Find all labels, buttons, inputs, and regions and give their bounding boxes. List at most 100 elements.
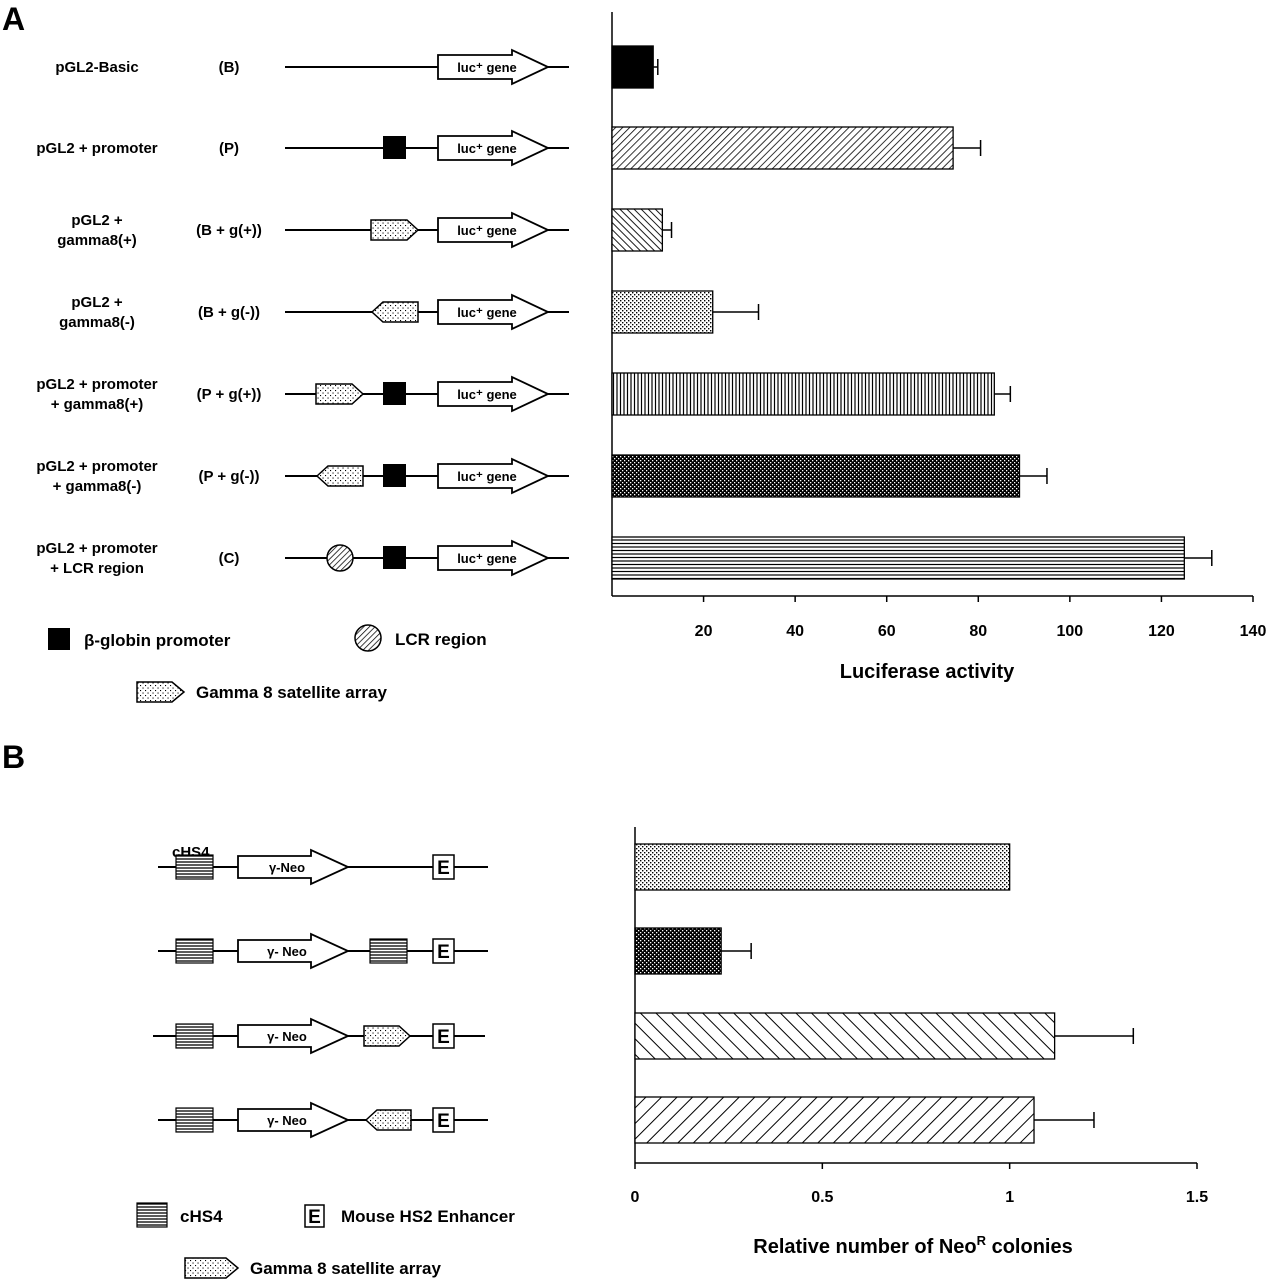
bar-1 [611, 45, 654, 89]
x-tick-label: 0 [631, 1189, 640, 1206]
construct-code: (P + g(-)) [199, 468, 260, 485]
construct-name: + LCR region [50, 560, 144, 577]
lcr-legend-icon [354, 624, 382, 652]
neo-colonies-bar-chart: Relative number of NeoR colonies 0 0.5 1 1.… [631, 827, 1208, 1258]
construct-name: gamma8(+) [57, 232, 137, 249]
gamma-neo-label: γ-Neo [269, 860, 305, 875]
gamma-neo-label: γ- Neo [267, 944, 307, 959]
construct-code: (P) [219, 140, 239, 157]
gamma-neo-arrow [237, 848, 351, 886]
luc-gene-arrow [437, 211, 551, 249]
chart-b-xlabel-main: Relative number of Neo [753, 1236, 976, 1258]
chs4-block [175, 854, 214, 880]
bar-3 [611, 208, 664, 252]
promoter-block [383, 546, 406, 569]
lcr-circle [326, 544, 354, 572]
construct-name: + gamma8(-) [53, 478, 142, 495]
promoter-block [383, 464, 406, 487]
gamma-legend-label-b: Gamma 8 satellite array [250, 1259, 441, 1278]
enhancer-legend-letter: E [308, 1207, 321, 1228]
construct-name: pGL2 + promoter [36, 140, 157, 157]
construct-name: pGL2 + promoter [36, 540, 157, 557]
construct-name: pGL2 + [71, 212, 123, 229]
luc-gene-arrow [437, 293, 551, 331]
x-tick-label: 1.5 [1186, 1189, 1208, 1206]
luc-gene-arrow [437, 129, 551, 167]
chs4-block [175, 1023, 214, 1049]
construct-name: + gamma8(+) [51, 396, 144, 413]
x-tick-label: 1 [1005, 1189, 1014, 1206]
gamma8-forward [363, 1025, 412, 1047]
bar-2 [634, 927, 722, 975]
enhancer-letter: E [437, 942, 450, 963]
construct-name: pGL2 + promoter [36, 376, 157, 393]
gamma8-reverse [364, 1109, 412, 1131]
chart-b-xlabel-sup: R [977, 1233, 987, 1248]
enhancer-letter: E [437, 1111, 450, 1132]
construct-code: (B) [219, 59, 240, 76]
bar-1 [634, 843, 1011, 891]
chart-b-xlabel: Relative number of NeoR colonies [753, 1233, 1072, 1258]
gamma8-forward [370, 219, 420, 241]
gamma-neo-arrow [237, 1017, 351, 1055]
gamma-legend-icon-b [184, 1257, 240, 1279]
x-tick-label: 60 [878, 623, 896, 640]
luc-gene-arrow [437, 457, 551, 495]
gamma-neo-arrow [237, 932, 351, 970]
construct-code: (B + g(+)) [196, 222, 262, 239]
enhancer-box [432, 938, 455, 964]
enhancer-box [432, 854, 455, 880]
bar-4 [611, 290, 714, 334]
gamma-legend-icon [136, 681, 186, 703]
x-tick-label: 80 [969, 623, 987, 640]
gamma8-forward [315, 383, 365, 405]
gamma-neo-label: γ- Neo [267, 1113, 307, 1128]
enhancer-box [432, 1023, 455, 1049]
enhancer-legend-icon [304, 1204, 325, 1228]
panel-b-construct-diagrams: cHS4 γ-Neo Eγ- Neo Eγ- Neo Eγ- Neo E [153, 844, 488, 1139]
bar-7 [611, 536, 1185, 580]
panel-a-letter: A [2, 1, 25, 37]
bar-2 [611, 126, 954, 170]
enhancer-letter: E [437, 858, 450, 879]
lcr-legend-label: LCR region [395, 630, 487, 649]
enhancer-letter: E [437, 1027, 450, 1048]
bar-4 [634, 1096, 1035, 1144]
construct-name: gamma8(-) [59, 314, 135, 331]
construct-name: pGL2 + [71, 294, 123, 311]
luciferase-bar-chart: Luciferase activity 20 40 60 80 100 120 140 [611, 12, 1267, 683]
gamma-neo-arrow [237, 1101, 351, 1139]
construct-code: (C) [219, 550, 240, 567]
luc-gene-label: luc⁺ gene [457, 223, 517, 238]
promoter-legend-icon [48, 628, 70, 650]
gamma8-reverse [315, 465, 364, 487]
bar-5 [611, 372, 995, 416]
panel-a-legend: β-globin promoter LCR region Gamma 8 sat… [48, 624, 487, 703]
x-tick-label: 20 [695, 623, 713, 640]
x-tick-label: 120 [1148, 623, 1175, 640]
enhancer-box [432, 1107, 455, 1133]
construct-name: pGL2 + promoter [36, 458, 157, 475]
chs4-legend-label: cHS4 [180, 1207, 223, 1226]
chs4-legend-icon [136, 1202, 168, 1228]
construct-code: (P + g(+)) [197, 386, 262, 403]
construct-code: (B + g(-)) [198, 304, 260, 321]
x-tick-label: 100 [1057, 623, 1084, 640]
gamma-neo-label: γ- Neo [267, 1029, 307, 1044]
luc-gene-label: luc⁺ gene [457, 387, 517, 402]
x-tick-label: 140 [1240, 623, 1267, 640]
luc-gene-label: luc⁺ gene [457, 469, 517, 484]
panel-b-letter: B [2, 739, 25, 775]
chart-a-xlabel: Luciferase activity [840, 661, 1015, 683]
luc-gene-label: luc⁺ gene [457, 551, 517, 566]
chs4-block-2 [369, 938, 408, 964]
luc-gene-label: luc⁺ gene [457, 141, 517, 156]
promoter-legend-label: β-globin promoter [84, 631, 231, 650]
promoter-block [383, 382, 406, 405]
chart-b-xlabel-suffix: colonies [986, 1236, 1073, 1258]
bar-6 [611, 454, 1021, 498]
panel-b-legend: cHS4 E Mouse HS2 Enhancer Gamma 8 satell… [136, 1202, 515, 1279]
luc-gene-label: luc⁺ gene [457, 60, 517, 75]
x-tick-label: 0.5 [811, 1189, 833, 1206]
